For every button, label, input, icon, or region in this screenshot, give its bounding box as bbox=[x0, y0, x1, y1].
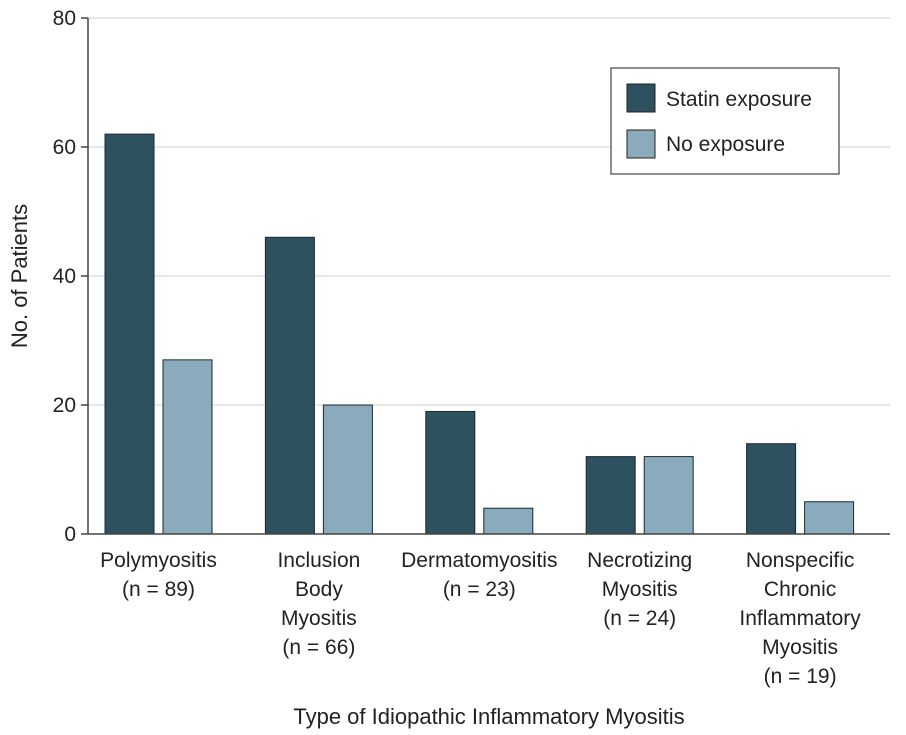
y-tick-label-40: 40 bbox=[53, 265, 76, 288]
y-tick-label-60: 60 bbox=[53, 136, 76, 159]
bar-no-exposure-2 bbox=[483, 507, 534, 535]
y-tick-label-0: 0 bbox=[64, 523, 76, 546]
x-category-label-1: Inclusion Body Myositis (n = 66) bbox=[277, 549, 360, 659]
x-category-label-0: Polymyositis (n = 89) bbox=[100, 549, 217, 601]
legend-swatch-statin-exposure bbox=[626, 83, 656, 113]
x-axis-category-labels: Polymyositis (n = 89) Inclusion Body Myositi… bbox=[100, 549, 861, 688]
bar-statin-exposure-0 bbox=[104, 133, 155, 535]
bar-statin-exposure-4 bbox=[746, 443, 797, 535]
bar-no-exposure-3 bbox=[643, 456, 694, 535]
bar-no-exposure-0 bbox=[162, 359, 213, 535]
y-tick-label-80: 80 bbox=[53, 7, 76, 30]
x-category-label-4: Nonspecific Chronic Inflammatory Myositis (n… bbox=[739, 549, 861, 688]
legend-label-statin-exposure: Statin exposure bbox=[666, 88, 812, 111]
bar-statin-exposure-2 bbox=[425, 410, 476, 535]
x-axis-title: Type of Idiopathic Inflammatory Myositis bbox=[293, 704, 684, 729]
y-axis-ticks: 0 20 40 60 80 bbox=[53, 7, 88, 546]
legend-swatch-no-exposure bbox=[626, 129, 656, 159]
y-axis-title: No. of Patients bbox=[7, 204, 32, 348]
legend: Statin exposure No exposure bbox=[610, 67, 840, 175]
bar-statin-exposure-1 bbox=[264, 236, 315, 535]
y-tick-label-20: 20 bbox=[53, 394, 76, 417]
legend-label-no-exposure: No exposure bbox=[666, 133, 785, 156]
bar-statin-exposure-3 bbox=[585, 456, 636, 535]
gridlines bbox=[88, 17, 890, 406]
x-category-label-3: Necrotizing Myositis (n = 24) bbox=[587, 549, 692, 630]
x-category-label-2: Dermatomyositis (n = 23) bbox=[401, 549, 557, 601]
bar-no-exposure-4 bbox=[804, 501, 855, 535]
bar-no-exposure-1 bbox=[322, 404, 373, 535]
bars bbox=[104, 133, 855, 535]
